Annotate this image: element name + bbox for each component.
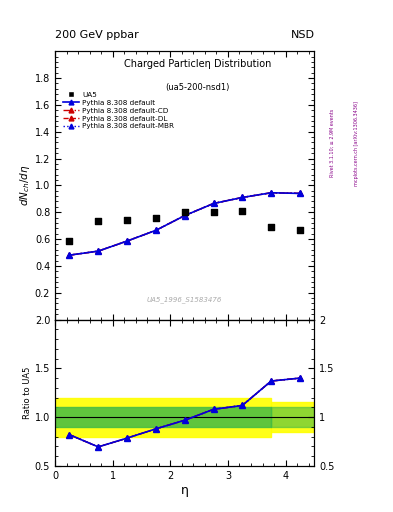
Pythia 8.308 default [154,227,158,233]
UA5 [239,207,246,215]
X-axis label: η: η [181,483,189,497]
Y-axis label: Ratio to UA5: Ratio to UA5 [23,367,32,419]
Line: Pythia 8.308 default-MBR: Pythia 8.308 default-MBR [67,190,303,258]
Line: Pythia 8.308 default-CD: Pythia 8.308 default-CD [67,190,303,258]
UA5 [95,217,101,225]
Legend: UA5, Pythia 8.308 default, Pythia 8.308 default-CD, Pythia 8.308 default-DL, Pyt: UA5, Pythia 8.308 default, Pythia 8.308 … [61,90,176,132]
Pythia 8.308 default [67,252,72,258]
Pythia 8.308 default-CD [154,227,158,233]
Pythia 8.308 default-CD [298,190,302,197]
Pythia 8.308 default [298,190,302,197]
Pythia 8.308 default-DL [67,252,72,258]
Pythia 8.308 default-MBR [298,190,302,197]
Pythia 8.308 default-MBR [67,252,72,258]
Pythia 8.308 default [96,248,101,254]
Pythia 8.308 default-CD [67,252,72,258]
Y-axis label: $dN_{ch}/d\eta$: $dN_{ch}/d\eta$ [18,164,32,206]
Text: 200 GeV ppbar: 200 GeV ppbar [55,30,139,40]
Pythia 8.308 default-DL [240,195,245,201]
Pythia 8.308 default-DL [298,190,302,197]
Pythia 8.308 default-MBR [269,189,274,196]
Pythia 8.308 default-MBR [125,238,129,244]
Text: Rivet 3.1.10; ≥ 2.9M events: Rivet 3.1.10; ≥ 2.9M events [330,109,335,178]
Line: Pythia 8.308 default-DL: Pythia 8.308 default-DL [67,190,303,258]
Pythia 8.308 default-CD [182,212,187,219]
Pythia 8.308 default-CD [96,248,101,254]
Pythia 8.308 default-DL [211,200,216,206]
Pythia 8.308 default-DL [269,189,274,196]
Pythia 8.308 default [211,200,216,206]
Pythia 8.308 default-DL [154,227,158,233]
Pythia 8.308 default-CD [125,238,129,244]
UA5 [182,208,188,216]
Pythia 8.308 default-MBR [154,227,158,233]
Text: NSD: NSD [290,30,314,40]
Pythia 8.308 default-MBR [182,212,187,219]
UA5 [66,237,73,245]
Pythia 8.308 default [269,189,274,196]
Pythia 8.308 default-MBR [240,195,245,201]
Pythia 8.308 default [182,212,187,219]
UA5 [210,208,217,216]
Text: Charged Particleη Distribution: Charged Particleη Distribution [124,59,272,69]
Text: UA5_1996_S1583476: UA5_1996_S1583476 [147,296,222,304]
Text: (ua5-200-nsd1): (ua5-200-nsd1) [165,83,230,92]
Pythia 8.308 default-CD [211,200,216,206]
UA5 [153,214,159,222]
UA5 [124,216,130,224]
Pythia 8.308 default-DL [182,212,187,219]
UA5 [297,226,303,234]
Pythia 8.308 default-DL [125,238,129,244]
Pythia 8.308 default-CD [240,195,245,201]
Pythia 8.308 default-CD [269,189,274,196]
Pythia 8.308 default-DL [96,248,101,254]
Pythia 8.308 default-MBR [96,248,101,254]
Pythia 8.308 default [240,195,245,201]
Line: Pythia 8.308 default: Pythia 8.308 default [67,190,303,258]
Pythia 8.308 default-MBR [211,200,216,206]
UA5 [268,223,274,231]
Text: mcplots.cern.ch [arXiv:1306.3436]: mcplots.cern.ch [arXiv:1306.3436] [354,101,359,186]
Pythia 8.308 default [125,238,129,244]
